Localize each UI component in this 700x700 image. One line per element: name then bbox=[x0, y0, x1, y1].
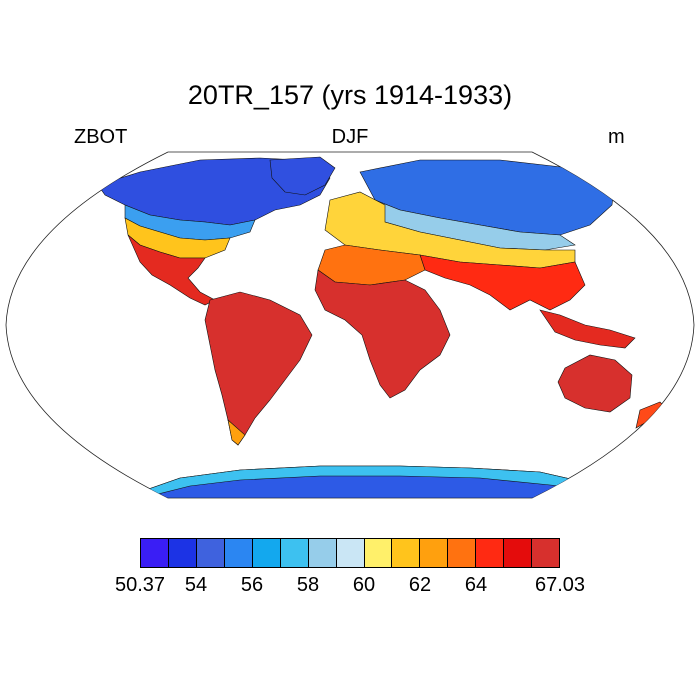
colorbar-swatch bbox=[280, 539, 309, 567]
colorbar-swatch bbox=[224, 539, 253, 567]
map-title: 20TR_157 (yrs 1914-1933) bbox=[187, 80, 513, 110]
colorbar-tick-label: 64 bbox=[464, 574, 488, 596]
colorbar-tick-label: 62 bbox=[408, 574, 432, 596]
colorbar bbox=[140, 538, 560, 568]
colorbar-swatch bbox=[141, 539, 169, 567]
colorbar-swatch bbox=[476, 539, 505, 567]
colorbar-swatch bbox=[308, 539, 337, 567]
colorbar-swatch bbox=[196, 539, 225, 567]
units-label: m bbox=[608, 126, 625, 148]
colorbar-swatch bbox=[252, 539, 281, 567]
south-asia-warm bbox=[419, 254, 586, 311]
colorbar-tick-label: 60 bbox=[352, 574, 376, 596]
greenland bbox=[269, 156, 336, 196]
colorbar-tick-label: 54 bbox=[184, 574, 208, 596]
colorbar-tick-label: 67.03 bbox=[534, 574, 586, 596]
africa-south bbox=[314, 269, 451, 399]
colorbar-swatch bbox=[364, 539, 393, 567]
south-america bbox=[204, 291, 313, 446]
central-america bbox=[127, 234, 216, 306]
season-label: DJF bbox=[331, 126, 369, 148]
maritime-asia bbox=[539, 309, 636, 349]
variable-label: ZBOT bbox=[74, 126, 128, 148]
colorbar-tick-label: 58 bbox=[296, 574, 320, 596]
colorbar-swatch bbox=[504, 539, 533, 567]
colorbar-ticks: 50.37 54 56 58 60 62 64 67.03 bbox=[0, 574, 700, 604]
colorbar-swatch bbox=[336, 539, 365, 567]
colorbar-swatch bbox=[168, 539, 197, 567]
colorbar-swatch bbox=[420, 539, 449, 567]
colorbar-swatch bbox=[448, 539, 477, 567]
south-america-tip bbox=[227, 419, 246, 446]
colorbar-swatch bbox=[392, 539, 421, 567]
colorbar-swatch bbox=[532, 539, 560, 567]
colorbar-tick-label: 56 bbox=[240, 574, 264, 596]
australia bbox=[557, 354, 633, 413]
colorbar-tick-label: 50.37 bbox=[114, 574, 166, 596]
